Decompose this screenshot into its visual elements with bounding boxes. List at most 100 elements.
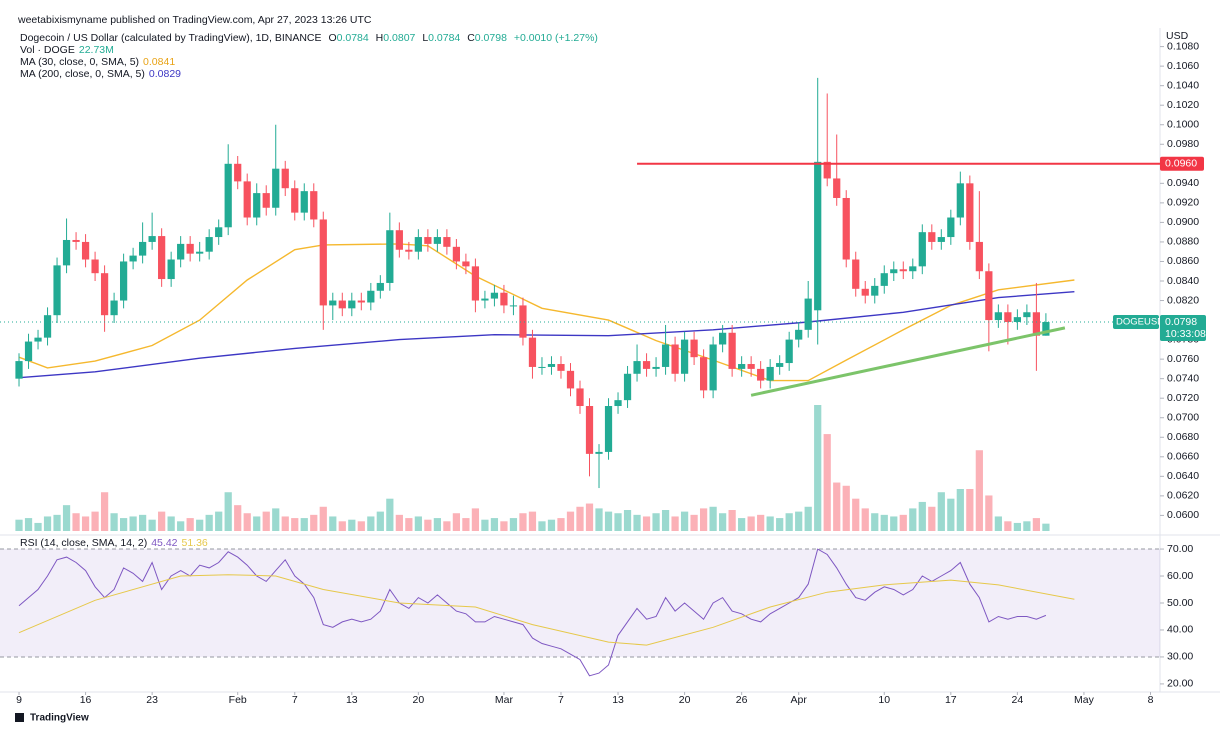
candle-body [956, 183, 964, 218]
candle-body [966, 183, 974, 242]
candle-body [623, 373, 632, 401]
volume-bar [462, 518, 470, 531]
candle-body [262, 193, 270, 208]
brand-logo [15, 713, 24, 722]
candle-body [196, 251, 204, 254]
candle-body [253, 193, 261, 218]
candle-body [386, 230, 394, 283]
x-tick-label: May [1074, 694, 1095, 706]
volume-bar [395, 514, 403, 531]
candle-body [699, 357, 708, 391]
volume-bar [909, 508, 917, 531]
candle-body [566, 370, 575, 389]
y-tick-label: 0.1020 [1167, 99, 1199, 111]
price-pane [0, 77, 1160, 531]
volume-bar [433, 518, 441, 531]
volume-bar [452, 513, 461, 531]
ohlc-value: 0.0807 [383, 32, 416, 44]
y-tick-label: 40.00 [1167, 624, 1193, 636]
y-tick-label: 0.0640 [1167, 470, 1199, 482]
volume-bar [890, 516, 898, 531]
volume-bar [262, 511, 270, 531]
volume-bar [652, 513, 660, 531]
candle-body [234, 163, 242, 182]
legend-volume: Vol · DOGE 22.73M [20, 44, 118, 56]
candle-body [861, 288, 869, 296]
legend-name: MA (200, close, 0, SMA, 5) [20, 68, 145, 80]
legend-value: 0.0841 [143, 56, 176, 68]
volume-bar [757, 514, 765, 531]
x-tick-label: 24 [1012, 694, 1024, 706]
y-tick-label: 0.0820 [1167, 294, 1199, 306]
volume-bar [167, 516, 175, 531]
x-tick-label: 17 [945, 694, 957, 706]
candle-body [243, 181, 251, 218]
candle-body [500, 292, 508, 306]
volume-bar [196, 519, 204, 531]
indicator-line [18, 574, 1075, 646]
rsi-pane [0, 548, 1160, 677]
y-unit: USD [1166, 30, 1189, 42]
legend-value: 51.36 [181, 537, 208, 549]
volume-bar [177, 521, 185, 531]
trendline [750, 326, 1066, 397]
volume-bar [367, 516, 375, 531]
volume-bar [34, 522, 42, 531]
y-tick-label: 0.0660 [1167, 451, 1199, 463]
volume-bar [566, 511, 575, 531]
volume-bar [519, 513, 527, 531]
volume-bar [15, 519, 23, 531]
volume-bar [937, 492, 945, 531]
candle-body [148, 236, 156, 242]
publisher-line: weetabixismyname published on TradingVie… [18, 14, 376, 26]
candle-body [158, 236, 166, 280]
candle-body [348, 300, 356, 309]
volume-bar [738, 518, 746, 531]
volume-bar [947, 498, 955, 531]
candle-body [709, 344, 717, 391]
volume-bar [405, 518, 413, 531]
volume-bar [833, 482, 841, 531]
candle-body [110, 300, 118, 316]
volume-bar [471, 508, 480, 531]
volume-bar [766, 516, 774, 531]
candle-body [139, 241, 147, 256]
volume-bar [871, 513, 879, 531]
candle-body [490, 292, 499, 299]
candle-body [680, 339, 689, 374]
candle-body [167, 259, 175, 280]
volume-bar [357, 521, 365, 531]
volume-bar [671, 516, 679, 531]
volume-bar [376, 511, 384, 531]
candle-body [823, 161, 831, 179]
volume-bar [158, 511, 166, 531]
legend-value: 0.0829 [148, 68, 182, 80]
candle-body [671, 344, 679, 374]
x-tick-label: 8 [1148, 694, 1154, 706]
price-tag [1160, 315, 1206, 342]
volume-bar [680, 511, 689, 531]
volume-bar [918, 501, 926, 531]
candle-body [947, 217, 955, 238]
y-tick-label: 0.0860 [1167, 255, 1199, 267]
volume-bar [186, 518, 194, 531]
volume-bar [100, 492, 109, 531]
candle-body [814, 161, 822, 311]
candle-body [614, 400, 622, 407]
volume-bar [528, 511, 537, 531]
volume-bar [699, 508, 708, 531]
volume-bar [272, 508, 280, 531]
y-tick-label: 0.0840 [1167, 275, 1199, 287]
volume-bar [785, 513, 793, 531]
volume-bar [975, 450, 983, 531]
candle-body [595, 451, 603, 454]
volume-bar [1013, 522, 1021, 531]
volume-bar [414, 516, 422, 531]
candle-body [376, 282, 384, 291]
y-tick-label: 0.0700 [1167, 412, 1199, 424]
candle-body [291, 188, 299, 213]
x-tick-label: 10 [878, 694, 890, 706]
y-tick-label: 50.00 [1167, 597, 1193, 609]
legend-rsi: RSI (14, close, SMA, 14, 2) 45.42 51.36 [20, 537, 212, 549]
